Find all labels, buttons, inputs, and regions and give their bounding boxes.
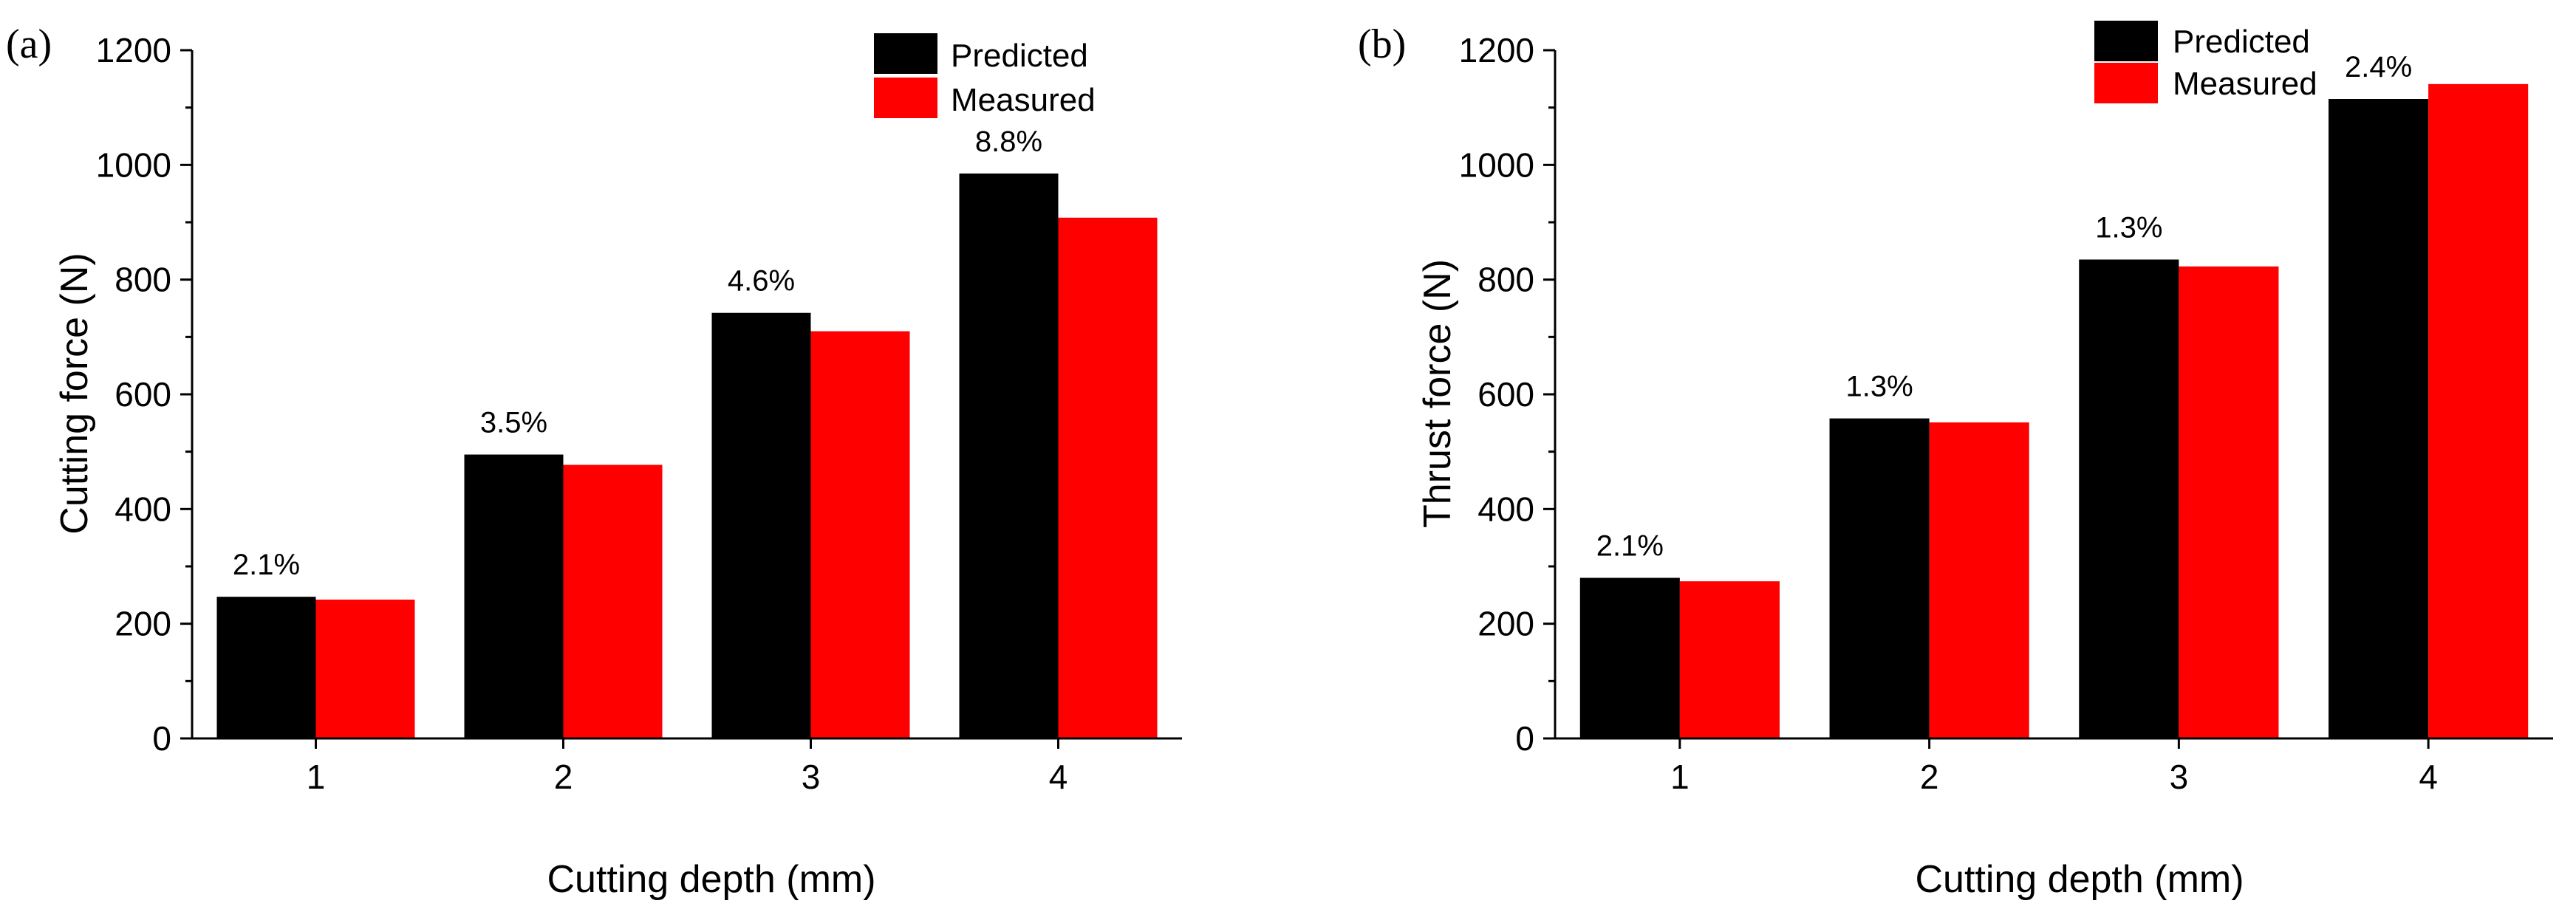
legend-swatch-predicted-a xyxy=(874,33,937,74)
x-tick-label-3-b: 3 xyxy=(2170,758,2189,796)
chart-panel-a: (a) 0 200 400 600 800 1000 1200 1 2 3 4 2.1% 3.5% 4… xyxy=(6,21,1182,901)
y-tick-labels-b: 0 200 400 600 800 1000 1200 xyxy=(1459,31,1534,758)
x-tick-label-4-b: 4 xyxy=(2419,758,2438,796)
bars-b xyxy=(1579,83,2529,738)
y-tick-label-600-b: 600 xyxy=(1477,375,1534,414)
data-label-1-a: 2.1% xyxy=(233,549,300,581)
y-tick-label-800-a: 800 xyxy=(115,261,171,299)
axes-b xyxy=(1543,49,2553,749)
bars-a xyxy=(216,173,1158,739)
y-tick-label-1200-b: 1200 xyxy=(1459,31,1534,69)
x-tick-label-1-b: 1 xyxy=(1670,758,1690,796)
data-label-3-b: 1.3% xyxy=(2095,211,2162,244)
legend-label-measured-a: Measured xyxy=(951,82,1096,118)
x-tick-label-2-a: 2 xyxy=(554,758,573,796)
legend-label-measured-b: Measured xyxy=(2173,66,2317,102)
data-label-4-a: 8.8% xyxy=(975,126,1042,158)
bar-measured-2-a xyxy=(563,464,663,738)
x-tick-labels-a: 1 2 3 4 xyxy=(307,758,1068,796)
y-tick-label-1200-a: 1200 xyxy=(96,31,171,69)
bar-predicted-2-b xyxy=(1829,418,1930,738)
x-tick-label-2-b: 2 xyxy=(1920,758,1939,796)
legend-swatch-measured-b xyxy=(2094,63,2158,103)
y-tick-label-0-a: 0 xyxy=(152,719,171,758)
bar-measured-4-a xyxy=(1058,217,1158,739)
y-tick-label-200-a: 200 xyxy=(115,605,171,643)
y-axis-title-b: Thrust force (N) xyxy=(1416,259,1459,528)
x-axis-title-b: Cutting depth (mm) xyxy=(1915,858,2244,901)
data-label-3-a: 4.6% xyxy=(728,265,795,298)
x-tick-labels-b: 1 2 3 4 xyxy=(1670,758,2438,796)
legend-label-predicted-b: Predicted xyxy=(2173,24,2310,60)
bar-measured-1-b xyxy=(1679,581,1780,738)
x-axis-title-a: Cutting depth (mm) xyxy=(547,858,875,901)
bar-predicted-2-a xyxy=(464,454,564,738)
axes-a xyxy=(180,49,1182,749)
y-tick-label-800-b: 800 xyxy=(1477,261,1534,299)
data-label-4-b: 2.4% xyxy=(2345,51,2412,83)
x-tick-label-1-a: 1 xyxy=(307,758,326,796)
y-tick-label-400-b: 400 xyxy=(1477,490,1534,528)
data-label-2-a: 3.5% xyxy=(480,407,547,439)
y-tick-labels-a: 0 200 400 600 800 1000 1200 xyxy=(96,31,171,758)
y-tick-label-600-a: 600 xyxy=(115,375,171,414)
y-tick-label-200-b: 200 xyxy=(1477,605,1534,643)
y-tick-label-1000-a: 1000 xyxy=(96,145,171,184)
data-labels-b: 2.1% 1.3% 1.3% 2.4% xyxy=(1596,51,2412,563)
legend-swatch-measured-a xyxy=(874,78,937,118)
x-tick-label-3-a: 3 xyxy=(802,758,821,796)
data-label-1-b: 2.1% xyxy=(1596,530,1664,563)
panel-label-b: (b) xyxy=(1358,21,1406,67)
bar-predicted-4-a xyxy=(959,173,1059,738)
data-label-2-b: 1.3% xyxy=(1845,371,1913,403)
bar-predicted-1-a xyxy=(216,597,316,738)
y-tick-label-1000-b: 1000 xyxy=(1459,145,1534,184)
bar-predicted-4-b xyxy=(2329,99,2429,738)
bar-predicted-1-b xyxy=(1579,577,1680,738)
bar-measured-2-b xyxy=(1929,422,2029,738)
x-tick-label-4-a: 4 xyxy=(1049,758,1068,796)
y-axis-title-a: Cutting force (N) xyxy=(53,253,96,534)
data-labels-a: 2.1% 3.5% 4.6% 8.8% xyxy=(233,126,1042,581)
legend-b: Predicted Measured xyxy=(2094,21,2317,103)
y-tick-label-400-a: 400 xyxy=(115,490,171,528)
bar-predicted-3-b xyxy=(2079,259,2179,738)
bar-measured-3-a xyxy=(810,331,910,739)
legend-swatch-predicted-b xyxy=(2094,21,2158,61)
chart-panel-b: (b) 0 200 400 600 800 1000 1200 1 2 3 4 2.1% 1.3% 1… xyxy=(1358,21,2553,901)
legend-label-predicted-a: Predicted xyxy=(951,38,1088,74)
bar-predicted-3-a xyxy=(711,312,811,738)
bar-measured-1-a xyxy=(315,600,415,738)
bar-measured-4-b xyxy=(2428,83,2529,738)
y-tick-label-0-b: 0 xyxy=(1515,719,1534,758)
panel-label-a: (a) xyxy=(6,21,52,67)
legend-a: Predicted Measured xyxy=(874,33,1096,118)
bar-measured-3-b xyxy=(2179,266,2279,738)
